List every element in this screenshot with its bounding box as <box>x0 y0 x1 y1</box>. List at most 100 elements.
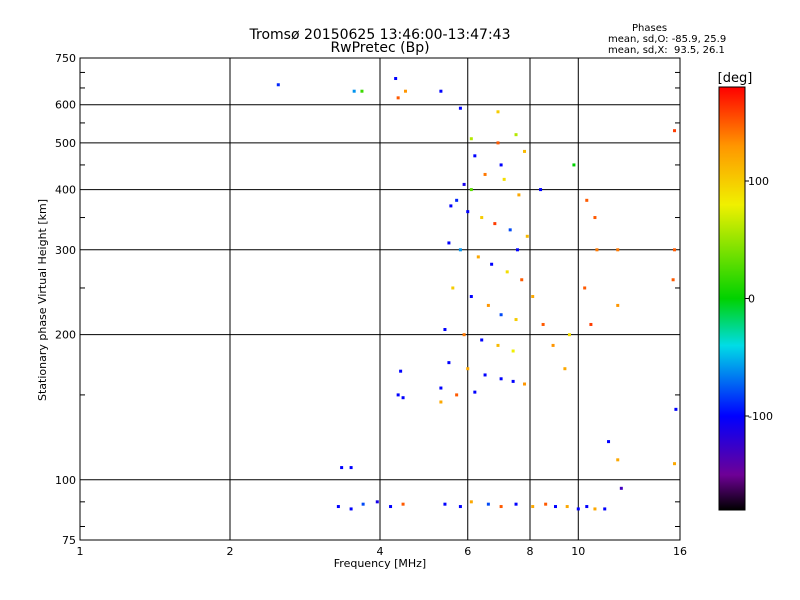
data-point <box>462 182 466 186</box>
data-point <box>458 505 462 509</box>
data-point <box>514 502 518 506</box>
y-tick-label: 600 <box>55 99 76 112</box>
phase-stats-heading: Phases <box>632 23 668 34</box>
data-point <box>616 303 620 307</box>
colorbar-rect <box>718 86 746 511</box>
data-point <box>520 278 524 282</box>
colorbar-label: [deg] <box>718 71 753 86</box>
data-point <box>593 216 597 220</box>
x-tick-label: 2 <box>227 545 234 558</box>
data-point <box>567 333 571 337</box>
y-tick-label: 300 <box>55 244 76 257</box>
data-point <box>483 373 487 377</box>
data-point <box>541 322 545 326</box>
colorbar-tick-label: 100 <box>748 175 769 188</box>
colorbar: 100 0 -100 <box>718 86 773 511</box>
data-point <box>455 393 459 397</box>
data-point <box>458 106 462 110</box>
data-point <box>502 177 506 181</box>
data-point <box>396 96 400 100</box>
data-point <box>496 141 500 145</box>
data-point <box>469 188 473 192</box>
data-point <box>505 270 509 274</box>
y-tick-label: 750 <box>55 52 76 65</box>
data-point <box>525 234 529 238</box>
data-point <box>515 248 519 252</box>
data-point <box>439 89 443 93</box>
data-point <box>480 338 484 342</box>
data-point <box>443 502 447 506</box>
data-point <box>349 507 353 511</box>
data-point <box>523 382 527 386</box>
data-point <box>671 278 675 282</box>
data-point <box>572 163 576 167</box>
data-point <box>486 502 490 506</box>
data-point <box>553 505 557 509</box>
data-point <box>673 462 677 466</box>
data-point <box>462 333 466 337</box>
data-point <box>361 502 365 506</box>
data-point <box>439 400 443 404</box>
data-point <box>352 89 356 93</box>
data-point <box>565 505 569 509</box>
y-tick-label: 100 <box>55 474 76 487</box>
data-point <box>523 149 527 153</box>
x-axis-label: Frequency [MHz] <box>334 557 426 570</box>
data-point <box>544 502 548 506</box>
data-point <box>595 248 599 252</box>
phase-stats-o: mean, sd,O: -85.9, 25.9 <box>608 34 727 45</box>
colorbar-tick-label: 0 <box>748 293 755 306</box>
data-point <box>531 295 535 299</box>
axes: 1 2 4 6 8 10 16 75 100 200 300 400 500 600 750 <box>55 52 687 558</box>
data-point <box>511 349 515 353</box>
colorbar-tick-label: -100 <box>748 410 773 423</box>
scatter-points <box>276 77 678 511</box>
data-point <box>499 377 503 381</box>
data-point <box>493 222 497 226</box>
data-point <box>473 390 477 394</box>
data-point <box>563 367 567 371</box>
data-point <box>455 198 459 202</box>
data-point <box>480 216 484 220</box>
data-point <box>469 295 473 299</box>
data-point <box>469 500 473 504</box>
data-point <box>514 318 518 322</box>
data-point <box>394 77 398 81</box>
data-point <box>619 486 623 490</box>
data-point <box>449 204 453 208</box>
y-axis-label: Stationary phase Virtual Height [km] <box>36 199 49 401</box>
data-point <box>499 505 503 509</box>
data-point <box>674 407 678 411</box>
data-point <box>496 110 500 114</box>
data-point <box>476 255 480 259</box>
data-point <box>458 248 462 252</box>
x-tick-label: 10 <box>571 545 585 558</box>
data-point <box>496 343 500 347</box>
data-point <box>396 393 400 397</box>
data-point <box>517 193 521 197</box>
data-point <box>511 379 515 383</box>
data-point <box>551 343 555 347</box>
data-point <box>531 505 535 509</box>
data-point <box>451 286 455 290</box>
data-point <box>389 505 393 509</box>
data-point <box>603 507 607 511</box>
data-point <box>616 458 620 462</box>
y-tick-label: 200 <box>55 329 76 342</box>
data-point <box>466 210 470 214</box>
x-tick-label: 4 <box>377 545 384 558</box>
data-point <box>349 466 353 470</box>
data-point <box>616 248 620 252</box>
x-tick-label: 16 <box>673 545 687 558</box>
x-tick-label: 1 <box>77 545 84 558</box>
data-point <box>401 502 405 506</box>
data-point <box>469 137 473 141</box>
y-tick-label: 75 <box>62 534 76 547</box>
data-point <box>673 248 677 252</box>
data-point <box>466 367 470 371</box>
data-point <box>499 163 503 167</box>
y-tick-label: 400 <box>55 184 76 197</box>
chart-subtitle: RwPretec (Bp) <box>330 40 430 56</box>
data-point <box>443 328 447 332</box>
